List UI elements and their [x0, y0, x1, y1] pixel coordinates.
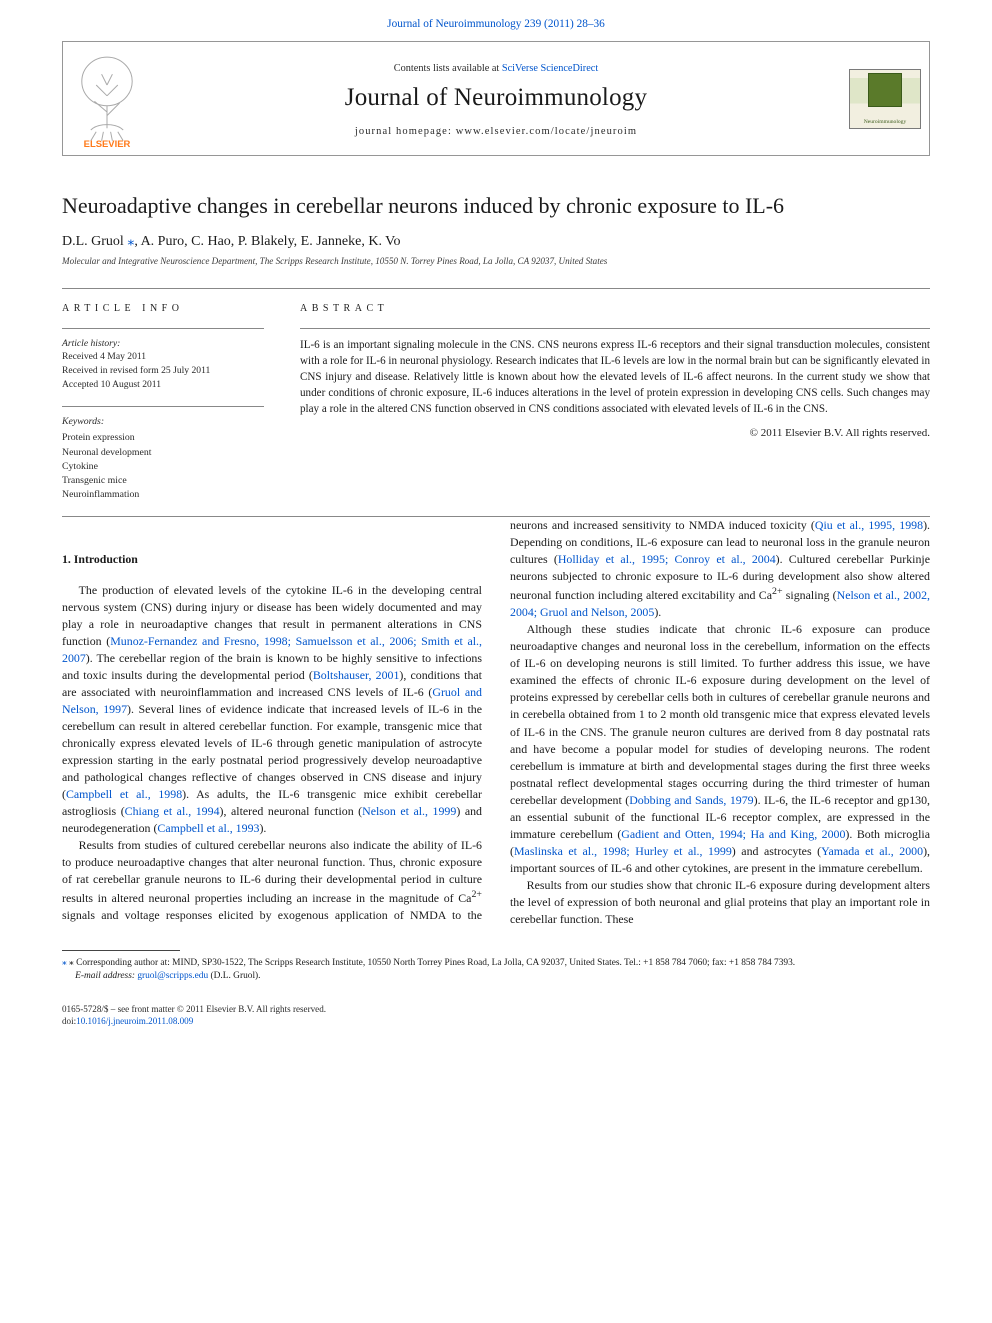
citation-link[interactable]: Maslinska et al., 1998; Hurley et al., 1…	[514, 844, 732, 858]
abstract-text: IL-6 is an important signaling molecule …	[300, 337, 930, 417]
abstract-heading: ABSTRACT	[300, 303, 930, 314]
history-item: Received in revised form 25 July 2011	[62, 364, 264, 378]
article-info-heading: ARTICLE INFO	[62, 303, 264, 314]
citation-link[interactable]: Nelson et al., 1999	[362, 804, 456, 818]
front-matter-line: 0165-5728/$ – see front matter © 2011 El…	[62, 1003, 326, 1015]
corresponding-author-footnote: ⁎ ⁎ Corresponding author at: MIND, SP30-…	[62, 957, 930, 983]
keyword: Neuronal development	[62, 446, 264, 460]
author: D.L. Gruol	[62, 234, 124, 249]
cover-image: Neuroimmunology	[849, 69, 921, 129]
rule	[62, 288, 930, 289]
citation-link[interactable]: Chiang et al., 1994	[125, 804, 220, 818]
superscript: 2+	[471, 889, 482, 900]
doi-link[interactable]: 10.1016/j.jneuroim.2011.08.009	[76, 1016, 193, 1026]
keyword: Transgenic mice	[62, 474, 264, 488]
citation-link[interactable]: Campbell et al., 1998	[66, 787, 182, 801]
author-email-link[interactable]: gruol@scripps.edu	[137, 971, 208, 981]
author: A. Puro	[141, 234, 185, 249]
author: C. Hao	[191, 234, 231, 249]
contents-line: Contents lists available at SciVerse Sci…	[157, 63, 835, 74]
citation-link[interactable]: Campbell et al., 1993	[157, 821, 259, 835]
paragraph: The production of elevated levels of the…	[62, 582, 482, 837]
author: K. Vo	[368, 234, 400, 249]
footnote-mark-icon: ⁎	[62, 958, 67, 968]
article-meta-row: ARTICLE INFO Article history: Received 4…	[62, 303, 930, 503]
journal-homepage: journal homepage: www.elsevier.com/locat…	[157, 126, 835, 137]
section-heading: 1. Introduction	[62, 551, 482, 568]
article-title: Neuroadaptive changes in cerebellar neur…	[62, 192, 930, 220]
contents-prefix: Contents lists available at	[394, 63, 502, 74]
author: P. Blakely	[238, 234, 294, 249]
running-head: Journal of Neuroimmunology 239 (2011) 28…	[62, 18, 930, 30]
paragraph: Results from our studies show that chron…	[510, 877, 930, 928]
keywords-block: Keywords: Protein expression Neuronal de…	[62, 415, 264, 502]
svg-text:ELSEVIER: ELSEVIER	[84, 139, 131, 148]
article-history: Article history: Received 4 May 2011 Rec…	[62, 337, 264, 393]
citation-link[interactable]: Dobbing and Sands, 1979	[629, 793, 753, 807]
keyword: Protein expression	[62, 431, 264, 445]
running-head-link[interactable]: Journal of Neuroimmunology 239 (2011) 28…	[387, 18, 605, 30]
article-info-block: ARTICLE INFO Article history: Received 4…	[62, 303, 264, 503]
header-center: Contents lists available at SciVerse Sci…	[151, 42, 841, 155]
citation-link[interactable]: Yamada et al., 2000	[821, 844, 923, 858]
footnote-text: ⁎ Corresponding author at: MIND, SP30-15…	[69, 958, 795, 968]
sciencedirect-link[interactable]: SciVerse ScienceDirect	[502, 63, 598, 74]
abstract-block: ABSTRACT IL-6 is an important signaling …	[300, 303, 930, 503]
history-label: Article history:	[62, 337, 264, 351]
rule	[62, 406, 264, 407]
abstract-copyright: © 2011 Elsevier B.V. All rights reserved…	[300, 427, 930, 439]
body-columns: 1. Introduction The production of elevat…	[62, 517, 930, 927]
cover-art-icon	[868, 73, 902, 107]
publisher-logo: ELSEVIER	[63, 42, 151, 155]
history-item: Received 4 May 2011	[62, 350, 264, 364]
keywords-label: Keywords:	[62, 415, 264, 429]
paragraph: Although these studies indicate that chr…	[510, 621, 930, 876]
elsevier-tree-icon: ELSEVIER	[71, 49, 143, 148]
citation-link[interactable]: Holliday et al., 1995; Conroy et al., 20…	[558, 552, 776, 566]
affiliation: Molecular and Integrative Neuroscience D…	[62, 256, 930, 266]
homepage-url: www.elsevier.com/locate/jneuroim	[456, 126, 637, 137]
journal-name: Journal of Neuroimmunology	[157, 84, 835, 112]
superscript: 2+	[772, 586, 783, 597]
citation-link[interactable]: Boltshauser, 2001	[313, 668, 400, 682]
history-item: Accepted 10 August 2011	[62, 378, 264, 392]
citation-link[interactable]: Gadient and Otten, 1994; Ha and King, 20…	[621, 827, 845, 841]
author: E. Janneke	[301, 234, 362, 249]
footnote-separator	[62, 950, 180, 951]
journal-cover-thumb: Neuroimmunology	[841, 42, 929, 155]
rule	[62, 328, 264, 329]
email-label: E-mail address:	[75, 971, 137, 981]
rule	[300, 328, 930, 329]
keyword: Cytokine	[62, 460, 264, 474]
footer-left: 0165-5728/$ – see front matter © 2011 El…	[62, 1003, 326, 1028]
page-footer: 0165-5728/$ – see front matter © 2011 El…	[62, 1003, 930, 1028]
keyword: Neuroinflammation	[62, 488, 264, 502]
author-list: D.L. Gruol ⁎, A. Puro, C. Hao, P. Blakel…	[62, 233, 930, 250]
doi-line: doi:10.1016/j.jneuroim.2011.08.009	[62, 1015, 326, 1027]
journal-header-box: ELSEVIER Contents lists available at Sci…	[62, 41, 930, 156]
citation-link[interactable]: Qiu et al., 1995, 1998	[815, 518, 923, 532]
email-paren: (D.L. Gruol).	[208, 971, 260, 981]
